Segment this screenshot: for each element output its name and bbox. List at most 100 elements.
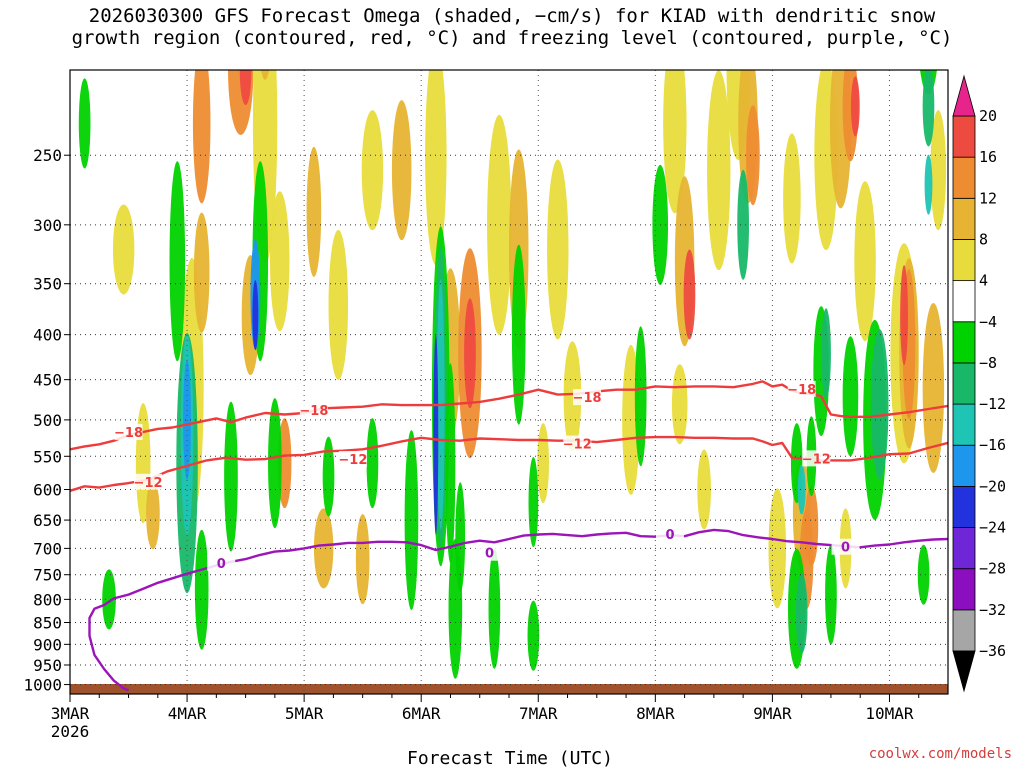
omega-cell <box>268 398 282 529</box>
omega-cell <box>797 464 806 515</box>
colorbar-label: −28 <box>979 560 1006 578</box>
colorbar-label: −12 <box>979 395 1006 413</box>
omega-cell <box>663 70 687 214</box>
contour-label-background <box>338 451 367 468</box>
omega-cell <box>328 229 349 380</box>
contour-label: −12 <box>134 476 163 491</box>
credit-text: coolwx.com/models <box>869 746 1012 762</box>
omega-cell <box>306 146 322 277</box>
x-tick-label: 7MAR <box>519 704 558 723</box>
y-tick-label: 800 <box>33 590 62 609</box>
colorbar-swatch <box>952 156 976 199</box>
y-tick-label: 500 <box>33 411 62 430</box>
x-tick-label: 10MAR <box>865 704 914 723</box>
y-tick-label: 250 <box>33 146 62 165</box>
contour-label: −18 <box>114 426 143 441</box>
omega-cell <box>821 308 831 399</box>
omega-cell <box>922 70 935 147</box>
contour-label-background <box>207 554 236 571</box>
contour-label-background <box>802 450 831 467</box>
colorbar-swatch <box>952 115 976 158</box>
colorbar-label: 20 <box>979 107 997 125</box>
colorbar-swatch <box>952 609 976 652</box>
omega-cell <box>850 76 860 137</box>
omega-cell <box>102 569 116 630</box>
contour-line <box>88 528 948 692</box>
x-tick-sublabel: 2026 <box>51 722 90 741</box>
omega-cell <box>183 359 191 480</box>
contour-label-background <box>475 544 504 561</box>
contour-label-background <box>573 389 602 406</box>
x-tick-label: 6MAR <box>402 704 441 723</box>
omega-cell <box>193 212 210 333</box>
colorbar-label: 8 <box>979 230 988 248</box>
y-tick-label: 850 <box>33 614 62 633</box>
contour-label-background <box>831 538 860 555</box>
contour-label: 0 <box>217 557 226 572</box>
contour-label: −18 <box>573 391 602 406</box>
chart-title-line-1: 2026030300 GFS Forecast Omega (shaded, −… <box>89 5 936 27</box>
y-tick-label: 600 <box>33 481 62 500</box>
y-tick-label: 400 <box>33 326 62 345</box>
colorbar-swatch <box>952 362 976 405</box>
contour-label: 0 <box>841 541 850 556</box>
omega-cell <box>746 105 760 206</box>
contour-label-background <box>299 401 328 418</box>
omega-cell <box>795 573 808 654</box>
colorbar-swatch <box>952 321 976 364</box>
omega-cell <box>425 70 447 266</box>
omega-cell <box>445 363 456 564</box>
colorbar-max-triangle <box>952 74 976 117</box>
y-tick-label: 700 <box>33 539 62 558</box>
omega-cell <box>924 154 933 215</box>
omega-cell <box>825 544 837 645</box>
omega-cell <box>671 364 688 445</box>
colorbar-swatch <box>952 280 976 323</box>
contour-label: 0 <box>485 547 494 562</box>
x-tick-label: 4MAR <box>168 704 207 723</box>
contour-label-background <box>563 435 592 452</box>
colorbar: 20 16 12 8 4 −4 −8 −12 −16 −20 −24 −28 −32 −36 <box>952 74 1006 693</box>
colorbar-swatch <box>952 239 976 282</box>
omega-cell <box>697 449 711 530</box>
omega-cell <box>313 508 334 589</box>
contour-label: 0 <box>665 528 674 543</box>
colorbar-label: 12 <box>979 189 997 207</box>
omega-cell <box>537 423 549 504</box>
omega-cell <box>563 341 582 452</box>
omega-cell <box>464 298 476 409</box>
omega-cell <box>842 336 859 457</box>
omega-cell <box>239 70 252 105</box>
omega-cell <box>322 436 335 517</box>
omega-cell <box>527 600 540 671</box>
omega-cell <box>355 514 370 605</box>
omega-cell <box>261 70 270 80</box>
colorbar-label: 4 <box>979 272 988 290</box>
omega-cell <box>930 110 947 231</box>
omega-cell <box>391 100 412 241</box>
colorbar-swatch <box>952 568 976 611</box>
x-axis-label: Forecast Time (UTC) <box>407 748 613 768</box>
omega-cell <box>528 457 539 548</box>
colorbar-label: −4 <box>979 313 997 331</box>
x-tick-label: 9MAR <box>753 704 792 723</box>
omega-cell <box>922 303 945 474</box>
colorbar-label: −32 <box>979 601 1006 619</box>
omega-cell <box>404 430 419 611</box>
colorbar-label: −36 <box>979 642 1006 660</box>
y-tick-label: 550 <box>33 447 62 466</box>
contour-labels: −18 −18 −18 −18 −12 −12 −12 −12 0 0 0 0 <box>114 380 860 572</box>
omega-cell <box>433 334 439 535</box>
omega-cell <box>252 280 259 351</box>
colorbar-label: 16 <box>979 148 997 166</box>
omega-cell <box>511 244 526 425</box>
omega-cell <box>547 159 569 340</box>
omega-cell <box>854 181 876 342</box>
y-tick-label: 650 <box>33 511 62 530</box>
y-tick-label: 900 <box>33 635 62 654</box>
contour-label-background <box>134 473 163 490</box>
contour-label: −12 <box>338 453 367 468</box>
omega-cell <box>870 329 889 480</box>
